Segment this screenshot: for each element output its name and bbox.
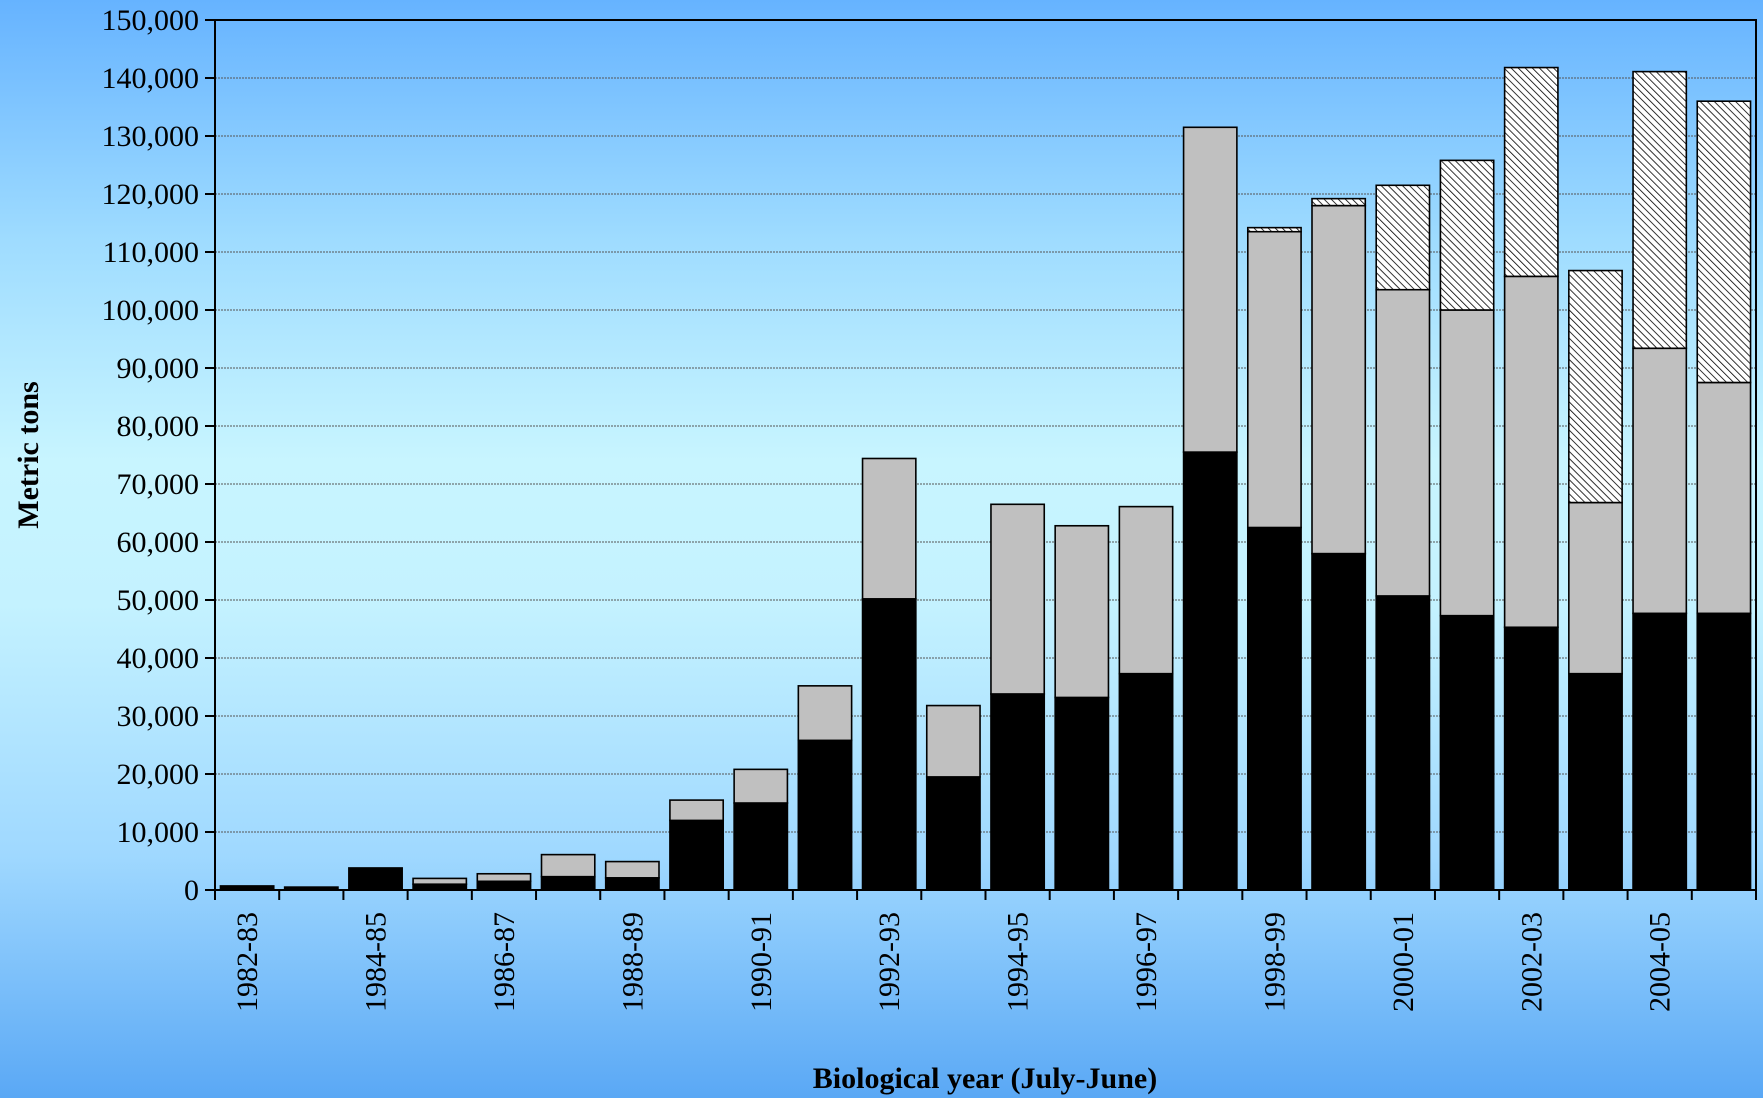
bar-segment: [540, 875, 596, 891]
bar-segment: [1696, 100, 1752, 384]
y-tick-label: 110,000: [103, 236, 199, 269]
y-tick-label: 10,000: [117, 816, 200, 849]
y-tick-label: 30,000: [117, 700, 200, 733]
bar-segment: [861, 598, 917, 891]
bar-segment: [1182, 126, 1238, 453]
y-tick-label: 20,000: [117, 758, 200, 791]
bar-segment: [1246, 230, 1302, 529]
bar-segment: [990, 693, 1046, 891]
bar-segment: [1118, 672, 1174, 891]
y-tick-label: 150,000: [102, 4, 200, 37]
bar-segment: [1632, 612, 1688, 891]
x-tick-label: 2004-05: [1644, 912, 1677, 1012]
x-tick-label: 2000-01: [1387, 912, 1420, 1012]
y-tick-label: 130,000: [102, 120, 200, 153]
y-axis: 0 10,000 20,000 30,000 40,000 50,000 60,000 70,…: [102, 4, 215, 907]
x-tick-label: 1982-83: [231, 912, 264, 1012]
bar-segment: [733, 768, 789, 804]
y-tick-label: 100,000: [102, 294, 200, 327]
x-tick-label: 1992-93: [873, 912, 906, 1012]
y-tick-label: 60,000: [117, 526, 200, 559]
bar-segment: [990, 503, 1046, 695]
bar-segment: [476, 880, 532, 891]
bar-segment: [1568, 269, 1623, 504]
bar-segment: [1118, 505, 1174, 675]
x-axis: 1982-83 1984-85 1986-87 1988-89 1990-91 1992-…: [214, 890, 1757, 1012]
bar-segment: [1439, 309, 1495, 617]
bar-segment: [1632, 347, 1688, 615]
y-tick-label: 70,000: [117, 468, 200, 501]
x-axis-title: Biological year (July-June): [813, 1062, 1157, 1095]
bar-segment: [733, 802, 789, 891]
y-tick-label: 40,000: [117, 642, 200, 675]
y-axis-title: Metric tons: [12, 381, 45, 528]
bar-segment: [1696, 381, 1752, 615]
x-tick-label: 1994-95: [1002, 912, 1035, 1012]
bar-segment: [1311, 552, 1367, 891]
bar-segment: [1246, 526, 1302, 891]
bar-segment: [1568, 501, 1623, 675]
x-tick-label: 1996-97: [1130, 912, 1163, 1012]
gridlines: [215, 77, 1756, 833]
bar-segment: [1054, 696, 1110, 891]
bar-segment: [1375, 288, 1431, 597]
bar-segment: [540, 853, 596, 878]
bar-segment: [412, 877, 468, 886]
bar-segment: [1182, 451, 1238, 891]
bar-segment: [1375, 184, 1431, 291]
x-tick-label: 2002-03: [1515, 912, 1548, 1012]
bar-segment: [669, 819, 725, 891]
bar-segment: [1439, 159, 1495, 311]
y-tick-label: 120,000: [102, 178, 200, 211]
x-tick-label: 1990-91: [745, 912, 778, 1012]
bar-segment: [1632, 70, 1688, 350]
bar-segment: [348, 867, 403, 891]
bar-segment: [1375, 595, 1431, 891]
y-tick-label: 0: [184, 874, 199, 907]
bar-segment: [925, 704, 981, 778]
bar-segment: [925, 776, 981, 891]
bar-segment: [1568, 672, 1623, 891]
x-tick-label: 1998-99: [1258, 912, 1291, 1012]
bar-segment: [669, 799, 725, 822]
bar-segment: [604, 877, 660, 891]
y-tick-label: 50,000: [117, 584, 200, 617]
x-tick-label: 1984-85: [360, 912, 393, 1012]
y-tick-label: 80,000: [117, 410, 200, 443]
x-tick-label: 1988-89: [616, 912, 649, 1012]
bar-segment: [604, 860, 660, 879]
bar-segment: [1696, 612, 1752, 891]
bar-segment: [797, 739, 853, 891]
bar-segment: [476, 872, 532, 883]
bars: [219, 66, 1752, 891]
bar-segment: [1246, 226, 1302, 233]
y-tick-label: 140,000: [102, 62, 200, 95]
bar-segment: [1054, 524, 1110, 699]
y-tick-label: 90,000: [117, 352, 200, 385]
bar-segment: [1503, 66, 1559, 278]
bar-segment: [861, 457, 917, 600]
bar-segment: [1311, 204, 1367, 555]
bar-segment: [1503, 626, 1559, 891]
bar-segment: [1311, 197, 1367, 207]
bar-segment: [1439, 614, 1495, 891]
bar-segment: [797, 685, 853, 742]
x-tick-label: 1986-87: [488, 912, 521, 1012]
bar-segment: [1503, 275, 1559, 629]
